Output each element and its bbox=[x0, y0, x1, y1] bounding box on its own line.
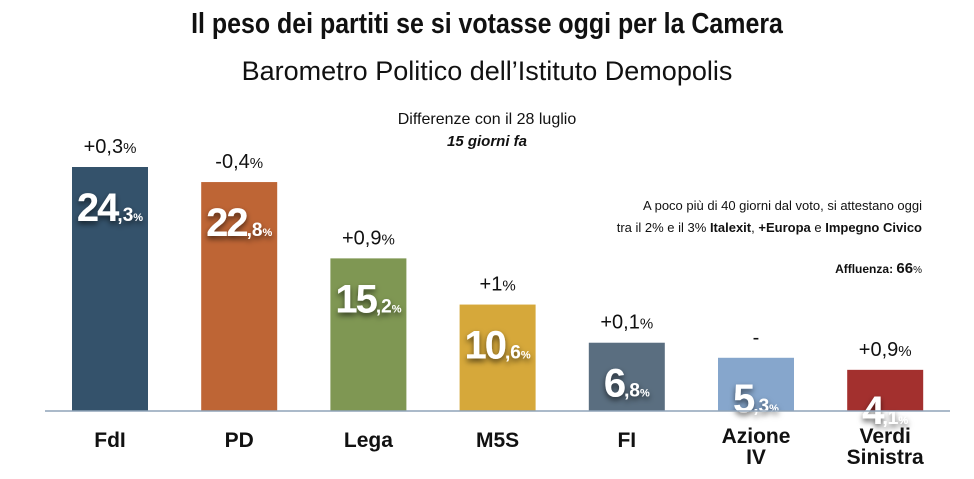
change-label: +1% bbox=[480, 274, 516, 296]
note-party: Italexit bbox=[709, 220, 752, 235]
value-label: 15,2% bbox=[335, 277, 401, 321]
change-label: +0,1% bbox=[600, 312, 653, 334]
change-label: -0,4% bbox=[215, 151, 263, 173]
value-label: 10,6% bbox=[465, 324, 531, 368]
note-party: Impegno Civico bbox=[825, 220, 922, 235]
bar bbox=[201, 182, 278, 411]
note-text: tra il 2% e il 3% bbox=[616, 220, 710, 235]
category-label: PD bbox=[225, 429, 254, 452]
category-label: FI bbox=[617, 429, 636, 452]
bar bbox=[330, 258, 407, 411]
bar bbox=[847, 369, 924, 411]
change-label: +0,3% bbox=[84, 136, 137, 158]
note-text: e bbox=[810, 220, 826, 235]
note-line-1: A poco più di 40 giorni dal voto, si att… bbox=[643, 198, 922, 213]
change-label: +0,9% bbox=[342, 227, 395, 249]
difference-label: Differenze con il 28 luglio bbox=[397, 111, 577, 128]
value-label: 22,8% bbox=[206, 201, 272, 245]
turnout-label: Affluenza: bbox=[835, 262, 897, 276]
value-label: 6,8% bbox=[604, 362, 650, 406]
chart-title: Il peso dei partiti se si votasse oggi p… bbox=[191, 8, 783, 40]
note-line-2: tra il 2% e il 3% Italexit, +Europa e Im… bbox=[617, 217, 922, 239]
bar bbox=[72, 167, 148, 411]
turnout-value: 66 bbox=[896, 260, 914, 277]
difference-sublabel: 15 giorni fa bbox=[446, 133, 528, 150]
turnout: Affluenza: 66% bbox=[835, 260, 922, 277]
category-label: Sinistra bbox=[847, 446, 924, 469]
annotation-note: A poco più di 40 giorni dal voto, si att… bbox=[617, 195, 922, 239]
category-label: M5S bbox=[476, 429, 519, 452]
category-label: Verdi bbox=[860, 425, 911, 448]
category-label: IV bbox=[746, 446, 766, 469]
category-label: FdI bbox=[94, 429, 126, 452]
value-label: 24,3% bbox=[77, 186, 143, 230]
bar bbox=[459, 304, 536, 411]
category-label: Lega bbox=[344, 429, 393, 452]
note-text: , bbox=[751, 220, 759, 235]
turnout-unit: % bbox=[913, 265, 922, 276]
bar bbox=[718, 357, 794, 411]
change-label: - bbox=[753, 327, 760, 349]
category-label: Azione bbox=[722, 425, 791, 448]
note-party: +Europa bbox=[758, 220, 811, 235]
bar bbox=[588, 342, 665, 411]
chart-subtitle: Barometro Politico dell’Istituto Demopol… bbox=[241, 56, 733, 86]
change-label: +0,9% bbox=[859, 339, 912, 361]
